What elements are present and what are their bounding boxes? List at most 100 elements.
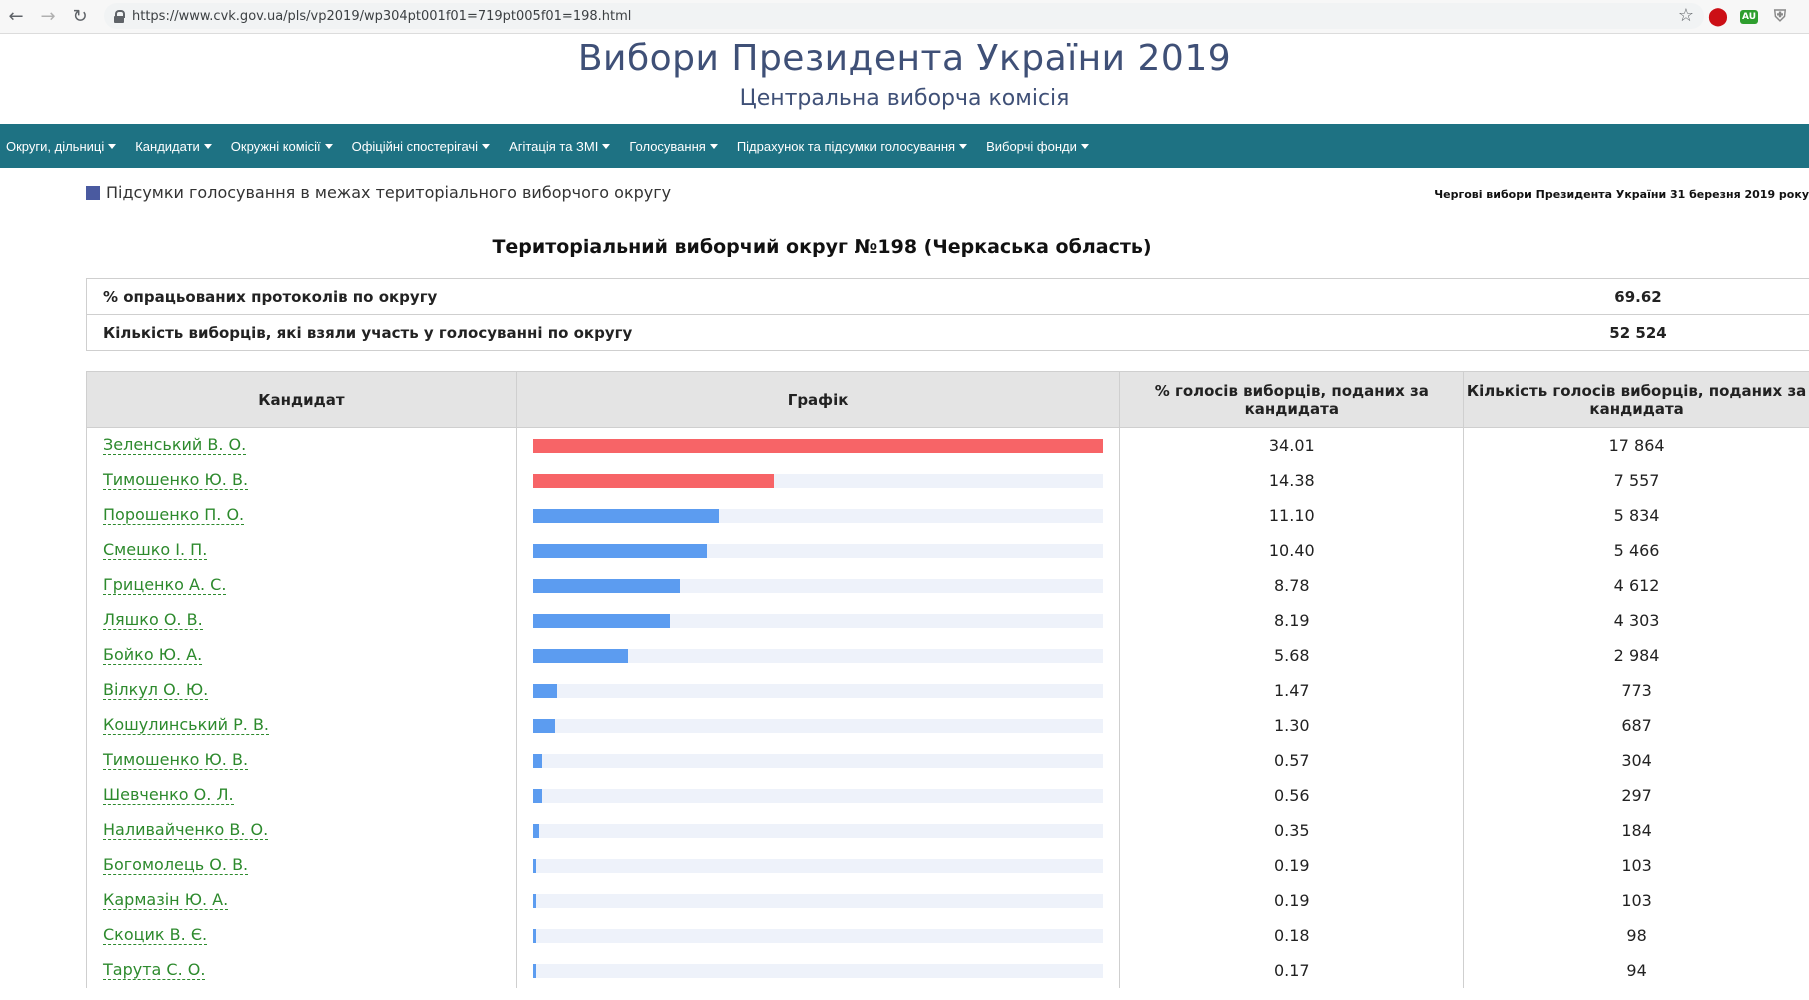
chart-cell: [517, 708, 1121, 743]
votes-cell: 17 864: [1464, 428, 1809, 463]
summary-row: Кількість виборців, які взяли участь у г…: [87, 315, 1809, 350]
votes-cell: 773: [1464, 673, 1809, 708]
menu-item-label: Офіційні спостерігачі: [351, 138, 479, 154]
votes-cell: 297: [1464, 778, 1809, 813]
vote-bar: [532, 858, 536, 873]
header-chart: Графік: [517, 372, 1121, 427]
summary-value: 52 524: [1609, 323, 1667, 342]
table-row: Зеленський В. О. 34.01 17 864: [87, 428, 1809, 463]
percent-cell: 0.18: [1120, 918, 1465, 953]
percent-cell: 0.35: [1120, 813, 1465, 848]
table-row: Тимошенко Ю. В. 0.57 304: [87, 743, 1809, 778]
chart-cell: [517, 568, 1121, 603]
vote-bar: [532, 473, 774, 488]
au-icon[interactable]: AU: [1740, 10, 1758, 24]
candidate-cell: Шевченко О. Л.: [87, 778, 517, 813]
candidate-link[interactable]: Кошулинський Р. В.: [103, 715, 269, 735]
percent-cell: 11.10: [1120, 498, 1465, 533]
menu-item-counting-results[interactable]: Підрахунок та підсумки голосування: [737, 139, 968, 154]
candidate-link[interactable]: Смешко І. П.: [103, 540, 208, 560]
forward-arrow-icon[interactable]: →: [40, 6, 56, 27]
table-row: Шевченко О. Л. 0.56 297: [87, 778, 1809, 813]
chart-cell: [517, 673, 1121, 708]
browser-toolbar: ← → ↻ https://www.cvk.gov.ua/pls/vp2019/…: [0, 0, 1809, 34]
results-body: Зеленський В. О. 34.01 17 864 Тимошенко Ю. …: [87, 428, 1809, 988]
votes-cell: 687: [1464, 708, 1809, 743]
candidate-link[interactable]: Наливайченко В. О.: [103, 820, 269, 840]
candidate-link[interactable]: Тимошенко Ю. В.: [103, 470, 249, 490]
menu-item-observers[interactable]: Офіційні спостерігачі: [351, 138, 491, 154]
percent-cell: 14.38: [1120, 463, 1465, 498]
bookmark-star-icon[interactable]: ☆: [1677, 5, 1694, 26]
candidate-link[interactable]: Ляшко О. В.: [103, 610, 203, 630]
candidate-cell: Тимошенко Ю. В.: [87, 743, 517, 778]
candidate-link[interactable]: Порошенко П. О.: [103, 505, 245, 525]
candidate-link[interactable]: Богомолець О. В.: [103, 855, 249, 875]
bar-track: [532, 823, 1103, 838]
candidate-link[interactable]: Бойко Ю. А.: [103, 645, 203, 665]
candidate-cell: Богомолець О. В.: [87, 848, 517, 883]
menu-item-label: Агітація та ЗМІ: [509, 138, 599, 154]
candidate-link[interactable]: Скоцик В. Є.: [103, 925, 208, 945]
chart-cell: [517, 918, 1121, 953]
vote-bar: [532, 578, 680, 593]
menu-item-districts[interactable]: Округи, дільниці: [6, 139, 117, 154]
reload-icon[interactable]: ↻: [72, 6, 88, 27]
table-row: Гриценко А. С. 8.78 4 612: [87, 568, 1809, 603]
votes-cell: 4 612: [1464, 568, 1809, 603]
bar-track: [532, 473, 1103, 488]
summary-row: % опрацьованих протоколів по округу 69.6…: [87, 279, 1809, 315]
bar-track: [532, 753, 1103, 768]
candidate-link[interactable]: Тимошенко Ю. В.: [103, 750, 249, 770]
chart-cell: [517, 498, 1121, 533]
menu-item-candidates[interactable]: Кандидати: [135, 139, 212, 154]
header-percent: % голосів виборців, поданих за кандидата: [1120, 372, 1465, 427]
candidate-link[interactable]: Вілкул О. Ю.: [103, 680, 209, 700]
caret-down-icon: [959, 143, 968, 149]
menu-item-label: Виборчі фонди: [986, 138, 1077, 154]
candidate-cell: Гриценко А. С.: [87, 568, 517, 603]
chart-cell: [517, 533, 1121, 568]
opera-icon[interactable]: ⬤: [1707, 5, 1729, 27]
menu-item-election-funds[interactable]: Виборчі фонди: [986, 139, 1089, 154]
votes-cell: 304: [1464, 743, 1809, 778]
percent-cell: 1.30: [1120, 708, 1465, 743]
candidate-link[interactable]: Зеленський В. О.: [103, 435, 247, 455]
back-arrow-icon[interactable]: ←: [8, 6, 24, 27]
vote-bar: [532, 753, 543, 768]
table-row: Наливайченко В. О. 0.35 184: [87, 813, 1809, 848]
percent-cell: 8.78: [1120, 568, 1465, 603]
candidate-link[interactable]: Кармазін Ю. А.: [103, 890, 229, 910]
candidate-cell: Вілкул О. Ю.: [87, 673, 517, 708]
chart-cell: [517, 848, 1121, 883]
table-row: Вілкул О. Ю. 1.47 773: [87, 673, 1809, 708]
vote-bar: [532, 508, 719, 523]
menu-item-commissions[interactable]: Окружні комісії: [231, 139, 333, 154]
candidate-link[interactable]: Гриценко А. С.: [103, 575, 227, 595]
url-text[interactable]: https://www.cvk.gov.ua/pls/vp2019/wp304p…: [132, 8, 632, 24]
candidate-link[interactable]: Шевченко О. Л.: [103, 785, 234, 805]
page-subtitle: Центральна виборча комісія: [739, 86, 1070, 111]
menu-item-voting[interactable]: Голосування: [629, 139, 718, 154]
bar-track: [532, 788, 1103, 803]
votes-cell: 94: [1464, 953, 1809, 988]
address-bar[interactable]: https://www.cvk.gov.ua/pls/vp2019/wp304p…: [104, 3, 1704, 29]
table-row: Бойко Ю. А. 5.68 2 984: [87, 638, 1809, 673]
bar-track: [532, 893, 1103, 908]
votes-cell: 5 466: [1464, 533, 1809, 568]
chart-cell: [517, 883, 1121, 918]
menu-item-campaign-media[interactable]: Агітація та ЗМІ: [509, 138, 611, 154]
chart-cell: [517, 603, 1121, 638]
chart-cell: [517, 743, 1121, 778]
candidate-link[interactable]: Тарута С. О.: [103, 960, 206, 980]
shield-icon[interactable]: ⛨: [1773, 6, 1786, 25]
votes-cell: 98: [1464, 918, 1809, 953]
vote-bar: [532, 683, 558, 698]
chart-cell: [517, 463, 1121, 498]
vote-bar: [532, 823, 539, 838]
results-header: Кандидат Графік % голосів виборців, пода…: [87, 372, 1809, 428]
vote-bar: [532, 543, 708, 558]
vote-bar: [532, 963, 536, 978]
percent-cell: 1.47: [1120, 673, 1465, 708]
percent-cell: 0.19: [1120, 848, 1465, 883]
